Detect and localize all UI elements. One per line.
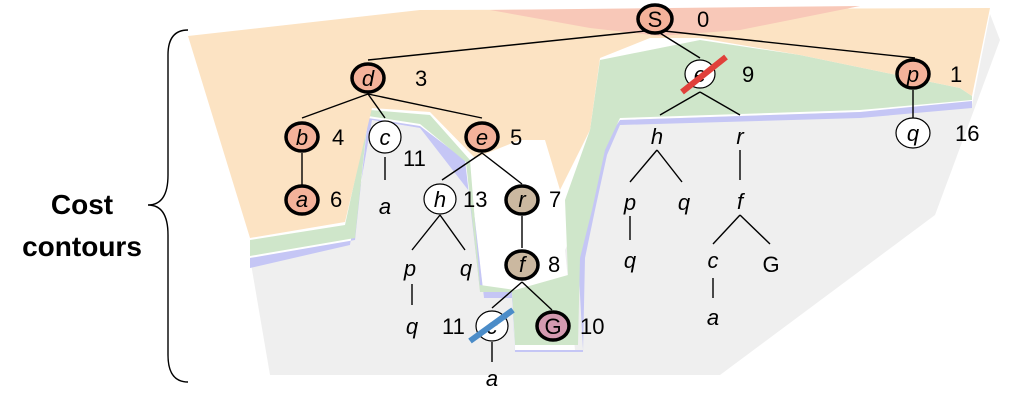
node-circle-c1 <box>368 120 402 154</box>
node-label-a1: a <box>296 187 308 212</box>
red-strike-mark <box>680 54 728 95</box>
node-label-e2: e <box>476 125 488 150</box>
node-label-a3: a <box>707 305 719 330</box>
edge-e1-r <box>699 91 741 116</box>
node-cost-e1: 9 <box>742 62 754 87</box>
node-cost-a1: 6 <box>330 187 342 212</box>
side-label-group: Cost contours <box>22 29 189 383</box>
edge-h1-p <box>411 214 441 251</box>
edge-S-e <box>654 29 701 59</box>
blue-strike-mark <box>468 307 515 344</box>
node-label-f2: f <box>737 189 746 214</box>
node-label-S: S <box>648 7 663 32</box>
node-cost-b: 4 <box>332 125 344 150</box>
tree-edges <box>301 29 916 362</box>
node-cost-d: 3 <box>415 66 427 91</box>
node-label-q3: q <box>460 256 473 281</box>
contour-gray <box>250 14 1000 375</box>
node-label-q4: q <box>406 314 419 339</box>
edge-d-e <box>367 93 483 119</box>
node-cost-c2: 11 <box>442 314 465 339</box>
edge-e2-h <box>441 152 483 181</box>
node-label-p3: p <box>403 256 416 281</box>
node-cost-c1: 11 <box>403 146 426 171</box>
node-label-c3: c <box>708 248 719 273</box>
node-circle-a1 <box>284 184 320 216</box>
edge-d-b <box>301 93 369 119</box>
node-circle-f1 <box>504 249 540 281</box>
node-circle-r1 <box>504 184 540 216</box>
node-label-h2: h <box>651 124 663 149</box>
node-label-c1: c <box>380 125 391 150</box>
edge-f2-G <box>739 214 771 245</box>
side-label-line1: Cost <box>51 189 113 220</box>
edge-h2-q <box>656 149 683 183</box>
node-label-d: d <box>362 66 375 91</box>
contour-top <box>490 6 860 36</box>
edge-S-p <box>654 29 916 59</box>
node-circle-d <box>350 62 386 94</box>
node-label-r2: r <box>736 124 745 149</box>
node-cost-h1: 13 <box>463 187 487 212</box>
node-label-a4: a <box>486 366 498 391</box>
cost-contours <box>188 6 1000 375</box>
node-cost-G1: 10 <box>580 314 604 339</box>
node-label-G2: G <box>762 252 779 277</box>
edge-f2-c <box>712 214 741 245</box>
node-circle-h1 <box>423 183 457 215</box>
node-label-r1: r <box>518 187 527 212</box>
curly-brace <box>147 29 189 383</box>
edge-e1-h <box>659 91 701 116</box>
node-cost-r1: 7 <box>549 187 561 212</box>
node-label-q2: q <box>678 190 691 215</box>
edge-d-c <box>367 93 386 119</box>
node-label-a2: a <box>379 194 391 219</box>
edge-f1-G <box>521 281 553 311</box>
node-cost-S: 0 <box>697 7 709 32</box>
edge-e2-r <box>481 152 523 185</box>
node-label-G1: G <box>544 314 561 339</box>
node-circle-e2 <box>464 121 500 153</box>
node-label-p2: p <box>623 190 636 215</box>
node-label-b: b <box>296 125 308 150</box>
node-circle-p1 <box>895 58 931 90</box>
side-label-line2: contours <box>22 231 142 262</box>
node-label-p1: p <box>906 62 919 87</box>
edge-h2-p <box>629 149 658 183</box>
node-circle-S <box>636 3 674 35</box>
unexpanded-labels: a h r p q f p q q q c G a a <box>379 124 780 391</box>
contour-orange <box>188 8 990 238</box>
node-label-q1: q <box>907 121 920 146</box>
node-circle-q1 <box>895 117 931 149</box>
edge-f1-c <box>491 281 523 309</box>
node-label-h1: h <box>434 187 446 212</box>
contour-green <box>250 40 972 345</box>
edge-h1-q <box>439 214 466 251</box>
node-label-q5: q <box>624 248 637 273</box>
edge-S-d <box>367 29 656 61</box>
node-label-f1: f <box>519 252 528 277</box>
node-cost-f1: 8 <box>548 252 560 277</box>
tree-nodes: S 0 d 3 e 9 p 1 b 4 c 11 e 5 q 16 a 6 <box>284 3 979 344</box>
node-circle-b <box>284 121 320 153</box>
node-cost-p1: 1 <box>950 62 962 87</box>
node-cost-q1: 16 <box>955 121 979 146</box>
node-cost-e2: 5 <box>510 125 522 150</box>
node-circle-G1 <box>535 310 571 342</box>
